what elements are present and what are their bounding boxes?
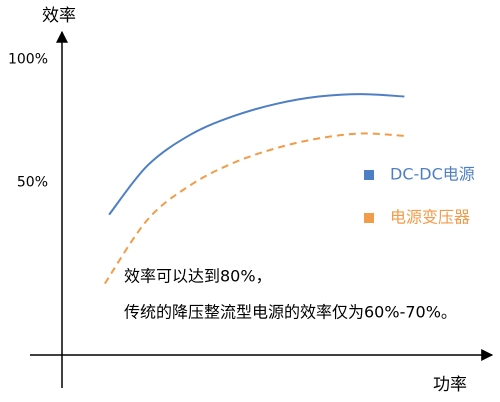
line [108, 93, 405, 216]
legend-swatch [364, 213, 374, 223]
y-axis-label: 效率 [42, 6, 76, 26]
x-axis-label: 功率 [433, 375, 467, 395]
annotation: 效率可以达到80%， [124, 267, 272, 286]
legend-label: 电源变压器 [390, 208, 470, 227]
line [103, 132, 405, 285]
legend-label: DC-DC电源 [390, 165, 475, 184]
y-tick-label: 100% [8, 52, 48, 68]
annotation: 传统的降压整流型电源的效率仅为60%-70%。 [124, 303, 457, 322]
y-tick-label: 50% [17, 175, 48, 191]
legend-swatch [364, 170, 374, 180]
